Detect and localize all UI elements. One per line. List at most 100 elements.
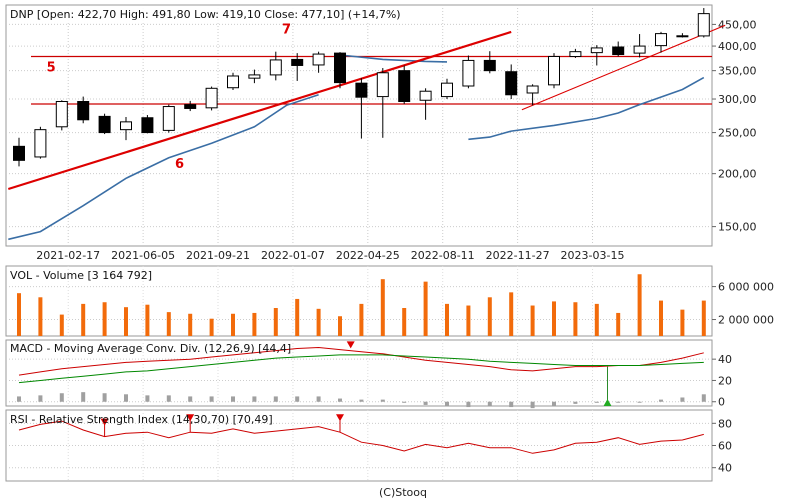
volume-bar	[487, 297, 492, 336]
volume-bar	[273, 308, 278, 336]
price-tick-label: 250,00	[718, 127, 757, 140]
macd-histogram-bar	[423, 401, 428, 405]
candle-body	[655, 33, 667, 47]
price-tick-label: 400,00	[718, 40, 757, 53]
volume-bar	[573, 302, 578, 336]
macd-histogram-bar	[209, 396, 214, 402]
volume-bar	[124, 307, 128, 336]
candle	[269, 51, 282, 81]
date-tick-label: 2021-09-21	[186, 249, 250, 262]
candle-body	[248, 74, 261, 79]
candle	[655, 31, 667, 53]
volume-panel: 2 000 000 6 000 000 VOL - Volume [3 164 79…	[6, 269, 774, 336]
candle	[334, 52, 346, 89]
volume-bar	[166, 312, 171, 336]
macd-histogram-bar	[637, 401, 642, 403]
macd-tick-label: 0	[718, 396, 725, 409]
macd-histogram-bar	[359, 399, 364, 402]
candle-body	[462, 59, 475, 87]
macd-line	[18, 354, 704, 384]
volume-bar	[188, 313, 193, 336]
volume-bar	[402, 308, 407, 336]
volume-bar	[445, 303, 449, 336]
rsi-tick-label: 60	[718, 440, 732, 453]
volume-bar	[530, 305, 535, 336]
candle	[291, 53, 304, 81]
moving-average-line	[468, 76, 705, 141]
sell-signal-marker	[346, 341, 355, 349]
macd-histogram-bar	[231, 396, 235, 402]
annotation-label: 7	[282, 23, 291, 38]
macd-histogram-bar	[487, 401, 492, 406]
date-tick-label: 2021-02-17	[36, 249, 100, 262]
candle	[248, 69, 261, 84]
macd-histogram-bar	[402, 401, 407, 403]
date-tick-label: 2022-11-27	[486, 249, 550, 262]
price-title-bg	[7, 6, 407, 22]
trend-line	[7, 30, 512, 191]
candle	[590, 45, 603, 66]
candle	[441, 78, 453, 100]
macd-title: MACD - Moving Average Conv. Div. (12,26,…	[10, 342, 291, 355]
candle-body	[676, 35, 689, 38]
trend-line	[521, 24, 726, 111]
macd-tick-label: 40	[718, 353, 732, 366]
candle-body	[162, 106, 175, 131]
annotation-label: 6	[175, 157, 184, 172]
macd-panel: 0 20 40 MACD - Moving Average Conv. Div. (1…	[6, 341, 732, 409]
candle-body	[398, 70, 411, 102]
candle-body	[55, 100, 68, 128]
volume-title: VOL - Volume [3 164 792]	[10, 269, 152, 282]
macd-histogram-bar	[273, 396, 278, 402]
rsi-title: RSI - Relative Strength Index (14,30,70)…	[10, 413, 273, 426]
price-tick-label: 200,00	[718, 168, 757, 181]
macd-histogram-bar	[252, 396, 257, 402]
macd-histogram-bar	[509, 401, 514, 408]
date-tick-label: 2022-04-25	[336, 249, 400, 262]
macd-line	[18, 346, 704, 376]
candle-body	[376, 72, 389, 98]
rsi-tick-label: 40	[718, 462, 732, 475]
macd-histogram-bar	[530, 401, 535, 409]
macd-histogram-bar	[552, 401, 556, 406]
candle	[184, 100, 197, 112]
macd-histogram-bar	[124, 394, 128, 402]
candle	[34, 126, 47, 159]
candle-body	[269, 59, 282, 76]
macd-histogram-bar	[316, 396, 321, 402]
price-tick-label: 150,00	[718, 221, 757, 234]
candle-body	[334, 52, 346, 84]
candle	[227, 72, 239, 91]
price-tick-label: 450,00	[718, 18, 757, 31]
macd-histogram-bar	[594, 401, 599, 403]
volume-bar	[594, 303, 599, 336]
macd-histogram-bar	[445, 401, 449, 406]
candle	[612, 41, 625, 57]
candle	[141, 115, 154, 134]
macd-histogram-bar	[616, 401, 621, 403]
price-panel: 150,00 200,00 250,00 300,00 350,00 400,00 450,…	[6, 5, 757, 481]
candle	[483, 51, 496, 74]
candle-body	[526, 85, 539, 94]
date-tick-label: 2021-06-05	[111, 249, 175, 262]
candle	[526, 84, 539, 106]
volume-bar	[509, 292, 514, 336]
macd-histogram-bar	[38, 395, 43, 402]
volume-tick-label: 6 000 000	[718, 281, 774, 294]
copyright-label: (C)Stooq	[379, 486, 427, 499]
volume-bar	[81, 303, 86, 336]
volume-bar	[59, 314, 64, 336]
candle	[355, 78, 368, 139]
volume-bar	[552, 301, 556, 336]
macd-histogram-bar	[145, 395, 150, 402]
price-title: DNP [Open: 422,70 High: 491,80 Low: 419,…	[10, 8, 401, 21]
candle	[676, 33, 689, 38]
macd-histogram-bar	[188, 396, 193, 402]
macd-histogram-bar	[166, 395, 171, 402]
macd-histogram-bar	[659, 399, 663, 402]
candle-body	[312, 53, 325, 66]
candle	[205, 86, 218, 111]
volume-bar	[145, 304, 150, 336]
buy-signal-marker	[603, 399, 612, 406]
volume-bar	[209, 318, 214, 336]
